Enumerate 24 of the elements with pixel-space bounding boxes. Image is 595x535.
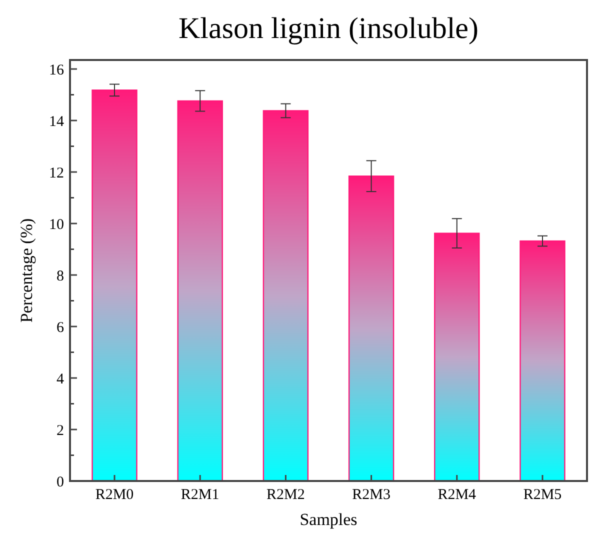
bar [177,100,223,482]
y-tick-label: 0 [56,474,64,490]
y-tick-label: 14 [49,114,64,130]
y-tick-label: 8 [56,268,64,284]
y-tick-label: 12 [49,165,64,182]
y-tick-label: 16 [49,62,64,78]
bar [92,90,138,482]
bar [348,176,394,482]
bar [434,232,480,482]
y-axis-title: Percentage (%) [17,218,36,323]
bar [262,110,309,482]
x-tick-label: R2M2 [266,487,305,503]
y-tick-label: 4 [56,371,64,388]
chart-title: Klason lignin (insoluble) [178,12,478,45]
y-tick-label: 6 [56,320,64,336]
x-axis-title: Samples [300,510,358,529]
y-tick-label: 10 [49,216,64,233]
x-tick-label: R2M0 [95,487,134,503]
x-tick-label: R2M4 [438,487,477,503]
x-tick-label: R2M5 [523,487,562,503]
bar [520,240,566,482]
x-tick-label: R2M1 [180,487,220,503]
x-tick-label: R2M3 [352,487,390,503]
y-tick-label: 2 [56,422,64,439]
